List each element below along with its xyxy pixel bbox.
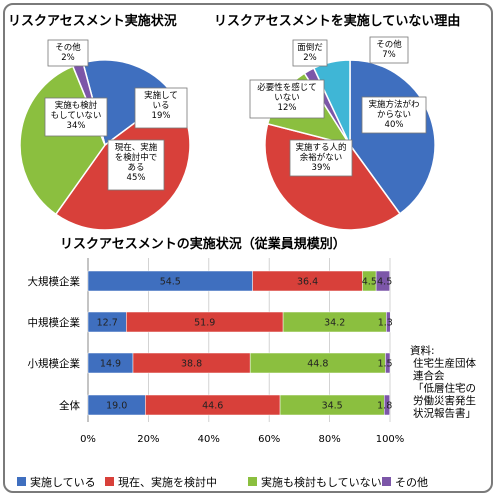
pie-slice-label: その他 7% bbox=[369, 36, 409, 64]
label-box bbox=[107, 139, 165, 191]
legend-swatch bbox=[17, 477, 26, 486]
label-box bbox=[289, 139, 353, 177]
bar-value-label: 38.8 bbox=[181, 359, 202, 370]
category-label: 小規模企業 bbox=[28, 357, 81, 370]
pie-slice-label: 実施する人的余裕がない 39% bbox=[289, 139, 353, 177]
pie-label-text: 実施している 19% bbox=[144, 90, 178, 121]
bar-value-label: 51.9 bbox=[194, 318, 215, 329]
bar-value-label: 36.4 bbox=[297, 277, 318, 288]
legend-swatch bbox=[248, 477, 257, 486]
x-tick-label: 40% bbox=[198, 434, 220, 445]
source-note-text: 資料:住宅生産団体連合会「低層住宅の労働災害発生状況報告書」 bbox=[410, 344, 476, 420]
legend-item: その他 bbox=[382, 476, 428, 489]
x-tick-label: 60% bbox=[258, 434, 280, 445]
label-box bbox=[292, 39, 328, 67]
pie-label-text: 面倒だ 2% bbox=[297, 42, 323, 63]
bar-value-label: 12.7 bbox=[97, 318, 118, 329]
bar-value-label: 1.8 bbox=[377, 401, 392, 412]
category-label: 全体 bbox=[59, 399, 80, 412]
bar-segment bbox=[384, 394, 390, 416]
pie-label-text: その他 2% bbox=[55, 42, 81, 63]
pie-slice-label: その他 2% bbox=[47, 39, 89, 67]
pie2: 実施方法がわからない 40% 実施する人的余裕がない 39% 必要性を感じていない 12%… bbox=[249, 36, 436, 231]
x-tick-label: 80% bbox=[318, 434, 340, 445]
bar-value-label: 4.5 bbox=[377, 277, 392, 288]
pie-label-text: 実施も検討もしていない 34% bbox=[51, 100, 102, 131]
label-box bbox=[44, 97, 108, 137]
source-note: 資料:住宅生産団体連合会「低層住宅の労働災害発生状況報告書」 bbox=[410, 344, 476, 420]
bar-value-label: 1.3 bbox=[378, 318, 393, 329]
bar-value-label: 34.2 bbox=[324, 318, 345, 329]
bar-segment bbox=[385, 352, 391, 374]
legend-label: 実施している bbox=[30, 475, 96, 489]
pie-label-text: 実施方法がわからない 40% bbox=[368, 99, 419, 130]
bar-value-label: 14.9 bbox=[100, 359, 121, 370]
legend-swatch bbox=[105, 477, 114, 486]
label-box bbox=[134, 87, 188, 129]
pie-label-text: その他 7% bbox=[376, 39, 402, 60]
bar-value-label: 54.5 bbox=[160, 277, 181, 288]
pie-slice-label: 実施している 19% bbox=[134, 87, 188, 129]
bar-value-label: 19.0 bbox=[106, 401, 127, 412]
x-tick-label: 100% bbox=[376, 434, 405, 445]
bar-value-label: 4.5 bbox=[362, 277, 377, 288]
legend-label: その他 bbox=[395, 476, 428, 489]
bar-segment bbox=[375, 270, 390, 292]
category-label: 大規模企業 bbox=[28, 275, 81, 288]
bar-value-label: 34.5 bbox=[322, 401, 343, 412]
pie-label-text: 実施する人的余裕がない 39% bbox=[295, 142, 346, 173]
bar-segment bbox=[386, 311, 391, 333]
pie-label-text: 現在、実施を検討中である 45% bbox=[115, 142, 158, 183]
pie1-title: リスクアセスメント実施状況 bbox=[8, 13, 177, 29]
stacked-bar-chart: 0% 20% 40% 60% 80% 100% 大規模企業 54.5 36.4 4.5 4.5 中規模… bbox=[28, 258, 405, 445]
bar-chart-title: リスクアセスメントの実施状況（従業員規模別） bbox=[60, 236, 346, 252]
bar-value-label: 44.6 bbox=[202, 401, 223, 412]
label-box bbox=[361, 96, 427, 134]
legend-label: 現在、実施を検討中 bbox=[118, 475, 217, 489]
legend-swatch bbox=[382, 477, 391, 486]
x-tick-label: 20% bbox=[137, 434, 159, 445]
pie-slice-label: 面倒だ 2% bbox=[292, 39, 328, 67]
pie-slice-label: 必要性を感じていない 12% bbox=[249, 79, 325, 119]
category-label: 中規模企業 bbox=[28, 316, 81, 329]
legend-item: 現在、実施を検討中 bbox=[105, 475, 217, 489]
legend-item: 実施している bbox=[17, 475, 96, 489]
bar-value-label: 1.5 bbox=[377, 359, 392, 370]
x-tick-label: 0% bbox=[80, 434, 96, 445]
pie2-title: リスクアセスメントを実施していない理由 bbox=[214, 13, 460, 29]
pie-slice-label: 現在、実施を検討中である 45% bbox=[107, 139, 165, 191]
pie-slice-label: 実施も検討もしていない 34% bbox=[44, 97, 108, 137]
pie-label-text: 必要性を感じていない 12% bbox=[257, 82, 317, 113]
label-box bbox=[249, 79, 325, 119]
label-box bbox=[47, 39, 89, 67]
label-box bbox=[369, 36, 409, 64]
pie1: 実施している 19% 現在、実施を検討中である 45% 実施も検討もしていない 34% その… bbox=[19, 39, 191, 231]
pie-slice-label: 実施方法がわからない 40% bbox=[361, 96, 427, 134]
legend-item: 実施も検討もしていない bbox=[248, 475, 382, 489]
legend: 実施している 現在、実施を検討中 実施も検討もしていない その他 bbox=[17, 475, 428, 489]
bar-value-label: 44.8 bbox=[307, 359, 328, 370]
legend-label: 実施も検討もしていない bbox=[261, 475, 382, 489]
